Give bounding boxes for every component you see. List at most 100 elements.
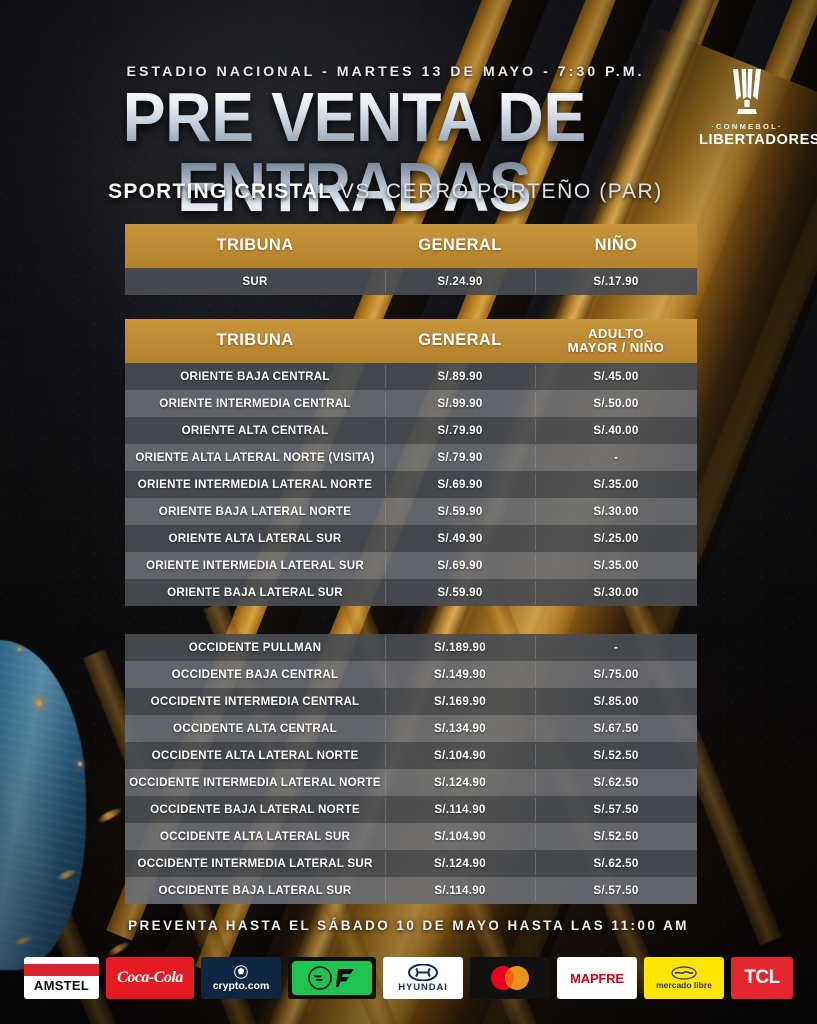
table-oriente-header-row: TRIBUNA GENERAL ADULTO MAYOR / NIÑO <box>125 319 697 363</box>
cell-adulto: S/.25.00 <box>593 532 639 545</box>
table-row: OCCIDENTE INTERMEDIA LATERAL SUR S/.124.… <box>125 850 697 877</box>
cell-adulto: S/.57.50 <box>593 884 639 897</box>
cell-general: S/.124.90 <box>434 857 486 870</box>
sponsor-label: TCL <box>744 967 780 988</box>
cell-tribuna: ORIENTE BAJA LATERAL SUR <box>167 586 343 599</box>
cell-general: S/.79.90 <box>437 424 483 437</box>
cell-adulto: S/.35.00 <box>593 559 639 572</box>
cell-tribuna: ORIENTE BAJA LATERAL NORTE <box>158 505 352 518</box>
cell-adulto: S/.30.00 <box>593 586 639 599</box>
cell-general: S/.104.90 <box>434 830 486 843</box>
cell-general: S/.169.90 <box>434 695 486 708</box>
table-row: ORIENTE BAJA LATERAL SUR S/.59.90 S/.30.… <box>125 579 697 606</box>
column-header-nino: NIÑO <box>594 236 638 255</box>
cell-general: S/.134.90 <box>434 722 486 735</box>
sponsor-mapfre-logo: MAPFRE <box>557 957 637 999</box>
cell-tribuna: OCCIDENTE BAJA LATERAL SUR <box>158 884 352 897</box>
cell-general: S/.104.90 <box>434 749 486 762</box>
table-row: ORIENTE INTERMEDIA CENTRAL S/.99.90 S/.5… <box>125 390 697 417</box>
cell-tribuna: ORIENTE BAJA CENTRAL <box>180 370 330 383</box>
table-row: OCCIDENTE ALTA LATERAL SUR S/.104.90 S/.… <box>125 823 697 850</box>
away-team-label: VS. CERRO PORTEÑO (PAR) <box>339 180 663 203</box>
table-row: OCCIDENTE ALTA CENTRAL S/.134.90 S/.67.5… <box>125 715 697 742</box>
sponsor-logo-strip: AMSTEL Coca-Cola crypto.com <box>0 957 817 999</box>
cell-general: S/.99.90 <box>437 397 483 410</box>
cell-general: S/.189.90 <box>434 641 486 654</box>
table-row: OCCIDENTE PULLMAN S/.189.90 - <box>125 634 697 661</box>
cell-adulto: S/.35.00 <box>593 478 639 491</box>
hyundai-h-icon <box>408 963 438 981</box>
sponsor-easports-logo <box>288 957 376 999</box>
cell-tribuna: OCCIDENTE ALTA CENTRAL <box>173 722 337 735</box>
cell-adulto: S/.45.00 <box>593 370 639 383</box>
libertadores-trophy-icon <box>733 69 761 114</box>
cell-tribuna: OCCIDENTE INTERMEDIA LATERAL NORTE <box>129 776 381 789</box>
cell-adulto: S/.85.00 <box>593 695 639 708</box>
column-header-tribuna: TRIBUNA <box>216 236 294 255</box>
table-row: ORIENTE BAJA LATERAL NORTE S/.59.90 S/.3… <box>125 498 697 525</box>
cell-adulto: S/.75.00 <box>593 668 639 681</box>
table-row: OCCIDENTE INTERMEDIA LATERAL NORTE S/.12… <box>125 769 697 796</box>
table-row: OCCIDENTE ALTA LATERAL NORTE S/.104.90 S… <box>125 742 697 769</box>
cell-tribuna: OCCIDENTE ALTA LATERAL NORTE <box>151 749 359 762</box>
venue-date-line: ESTADIO NACIONAL - MARTES 13 DE MAYO - 7… <box>126 64 645 80</box>
table-row: OCCIDENTE INTERMEDIA CENTRAL S/.169.90 S… <box>125 688 697 715</box>
cell-adulto: S/.62.50 <box>593 776 639 789</box>
column-header-tribuna: TRIBUNA <box>216 331 294 350</box>
sponsor-label: crypto.com <box>212 979 270 992</box>
column-header-adulto-mayor-nino: ADULTO MAYOR / NIÑO <box>535 327 697 354</box>
cell-adulto: - <box>613 641 619 654</box>
amstel-red-bar <box>24 963 99 976</box>
cell-tribuna: ORIENTE INTERMEDIA CENTRAL <box>159 397 351 410</box>
table-oriente: TRIBUNA GENERAL ADULTO MAYOR / NIÑO ORIE… <box>125 319 697 606</box>
cell-nino: S/.17.90 <box>593 275 639 288</box>
table-row: OCCIDENTE BAJA LATERAL SUR S/.114.90 S/.… <box>125 877 697 904</box>
sponsor-mercadolibre-logo: mercado libre <box>644 957 724 999</box>
sponsor-label: Coca-Cola <box>117 969 183 986</box>
table-row: SUR S/.24.90 S/.17.90 <box>125 268 697 295</box>
cell-tribuna: OCCIDENTE PULLMAN <box>188 641 322 654</box>
cell-tribuna: ORIENTE INTERMEDIA LATERAL SUR <box>146 559 364 572</box>
cell-adulto: S/.52.50 <box>593 830 639 843</box>
cell-adulto: S/.40.00 <box>593 424 639 437</box>
cell-general: S/.79.90 <box>437 451 483 464</box>
sponsor-crypto-logo: crypto.com <box>201 957 281 999</box>
table-row: ORIENTE ALTA CENTRAL S/.79.90 S/.40.00 <box>125 417 697 444</box>
table-occidente: OCCIDENTE PULLMAN S/.189.90 - OCCIDENTE … <box>125 634 697 904</box>
cell-general: S/.49.90 <box>437 532 483 545</box>
cell-tribuna: ORIENTE ALTA LATERAL NORTE (VISITA) <box>135 451 375 464</box>
cell-general: S/.69.90 <box>437 478 483 491</box>
column-header-general: GENERAL <box>418 331 502 350</box>
cell-tribuna: ORIENTE ALTA LATERAL SUR <box>168 532 342 545</box>
cell-tribuna: OCCIDENTE BAJA CENTRAL <box>171 668 339 681</box>
sponsor-hyundai-logo: HYUNDAI <box>383 957 463 999</box>
sponsor-label: AMSTEL <box>33 977 90 993</box>
mastercard-circles-icon <box>491 966 529 990</box>
fc-logo-icon <box>335 969 354 987</box>
cell-adulto: S/.67.50 <box>593 722 639 735</box>
cell-general: S/.89.90 <box>437 370 483 383</box>
cell-adulto: S/.62.50 <box>593 857 639 870</box>
sponsor-amstel-logo: AMSTEL <box>24 957 99 999</box>
sponsor-cocacola-logo: Coca-Cola <box>106 957 194 999</box>
cell-adulto: S/.50.00 <box>593 397 639 410</box>
cell-general: S/.149.90 <box>434 668 486 681</box>
conmebol-label: ·CONMEBOL· <box>711 122 783 131</box>
ea-sports-icon <box>307 966 332 990</box>
table-row: ORIENTE BAJA CENTRAL S/.89.90 S/.45.00 <box>125 363 697 390</box>
table-row: ORIENTE ALTA LATERAL SUR S/.49.90 S/.25.… <box>125 525 697 552</box>
cell-general: S/.114.90 <box>434 803 486 816</box>
cell-tribuna: SUR <box>242 275 268 288</box>
cell-tribuna: ORIENTE INTERMEDIA LATERAL NORTE <box>137 478 373 491</box>
ea-badge <box>292 961 372 995</box>
sponsor-label: mercado libre <box>656 980 712 991</box>
cell-tribuna: OCCIDENTE ALTA LATERAL SUR <box>159 830 351 843</box>
cell-general: S/.114.90 <box>434 884 486 897</box>
cell-general: S/.24.90 <box>437 275 483 288</box>
cell-general: S/.59.90 <box>437 505 483 518</box>
sponsor-label: MAPFRE <box>570 970 624 986</box>
sponsor-tcl-logo: TCL <box>731 957 793 999</box>
cell-general: S/.59.90 <box>437 586 483 599</box>
cell-general: S/.69.90 <box>437 559 483 572</box>
